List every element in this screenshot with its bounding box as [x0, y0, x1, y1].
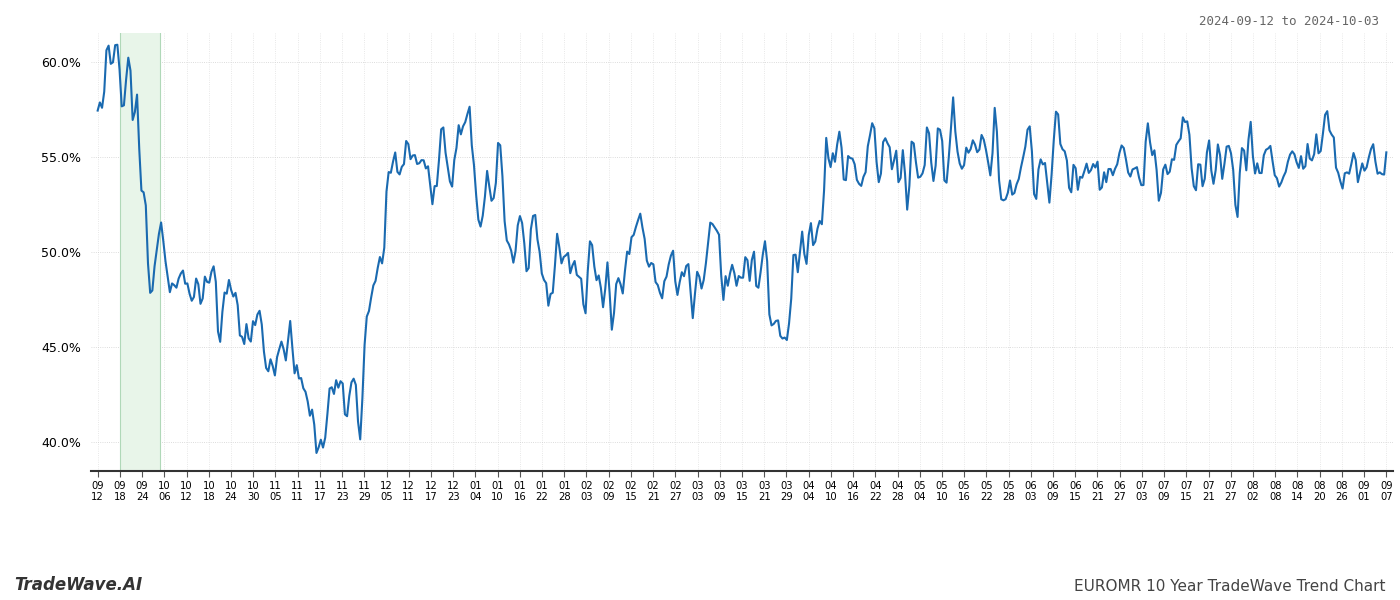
Text: 2024-09-12 to 2024-10-03: 2024-09-12 to 2024-10-03 [1198, 15, 1379, 28]
Bar [120, 33, 160, 471]
Text: EUROMR 10 Year TradeWave Trend Chart: EUROMR 10 Year TradeWave Trend Chart [1075, 579, 1386, 594]
Text: TradeWave.AI: TradeWave.AI [14, 576, 143, 594]
